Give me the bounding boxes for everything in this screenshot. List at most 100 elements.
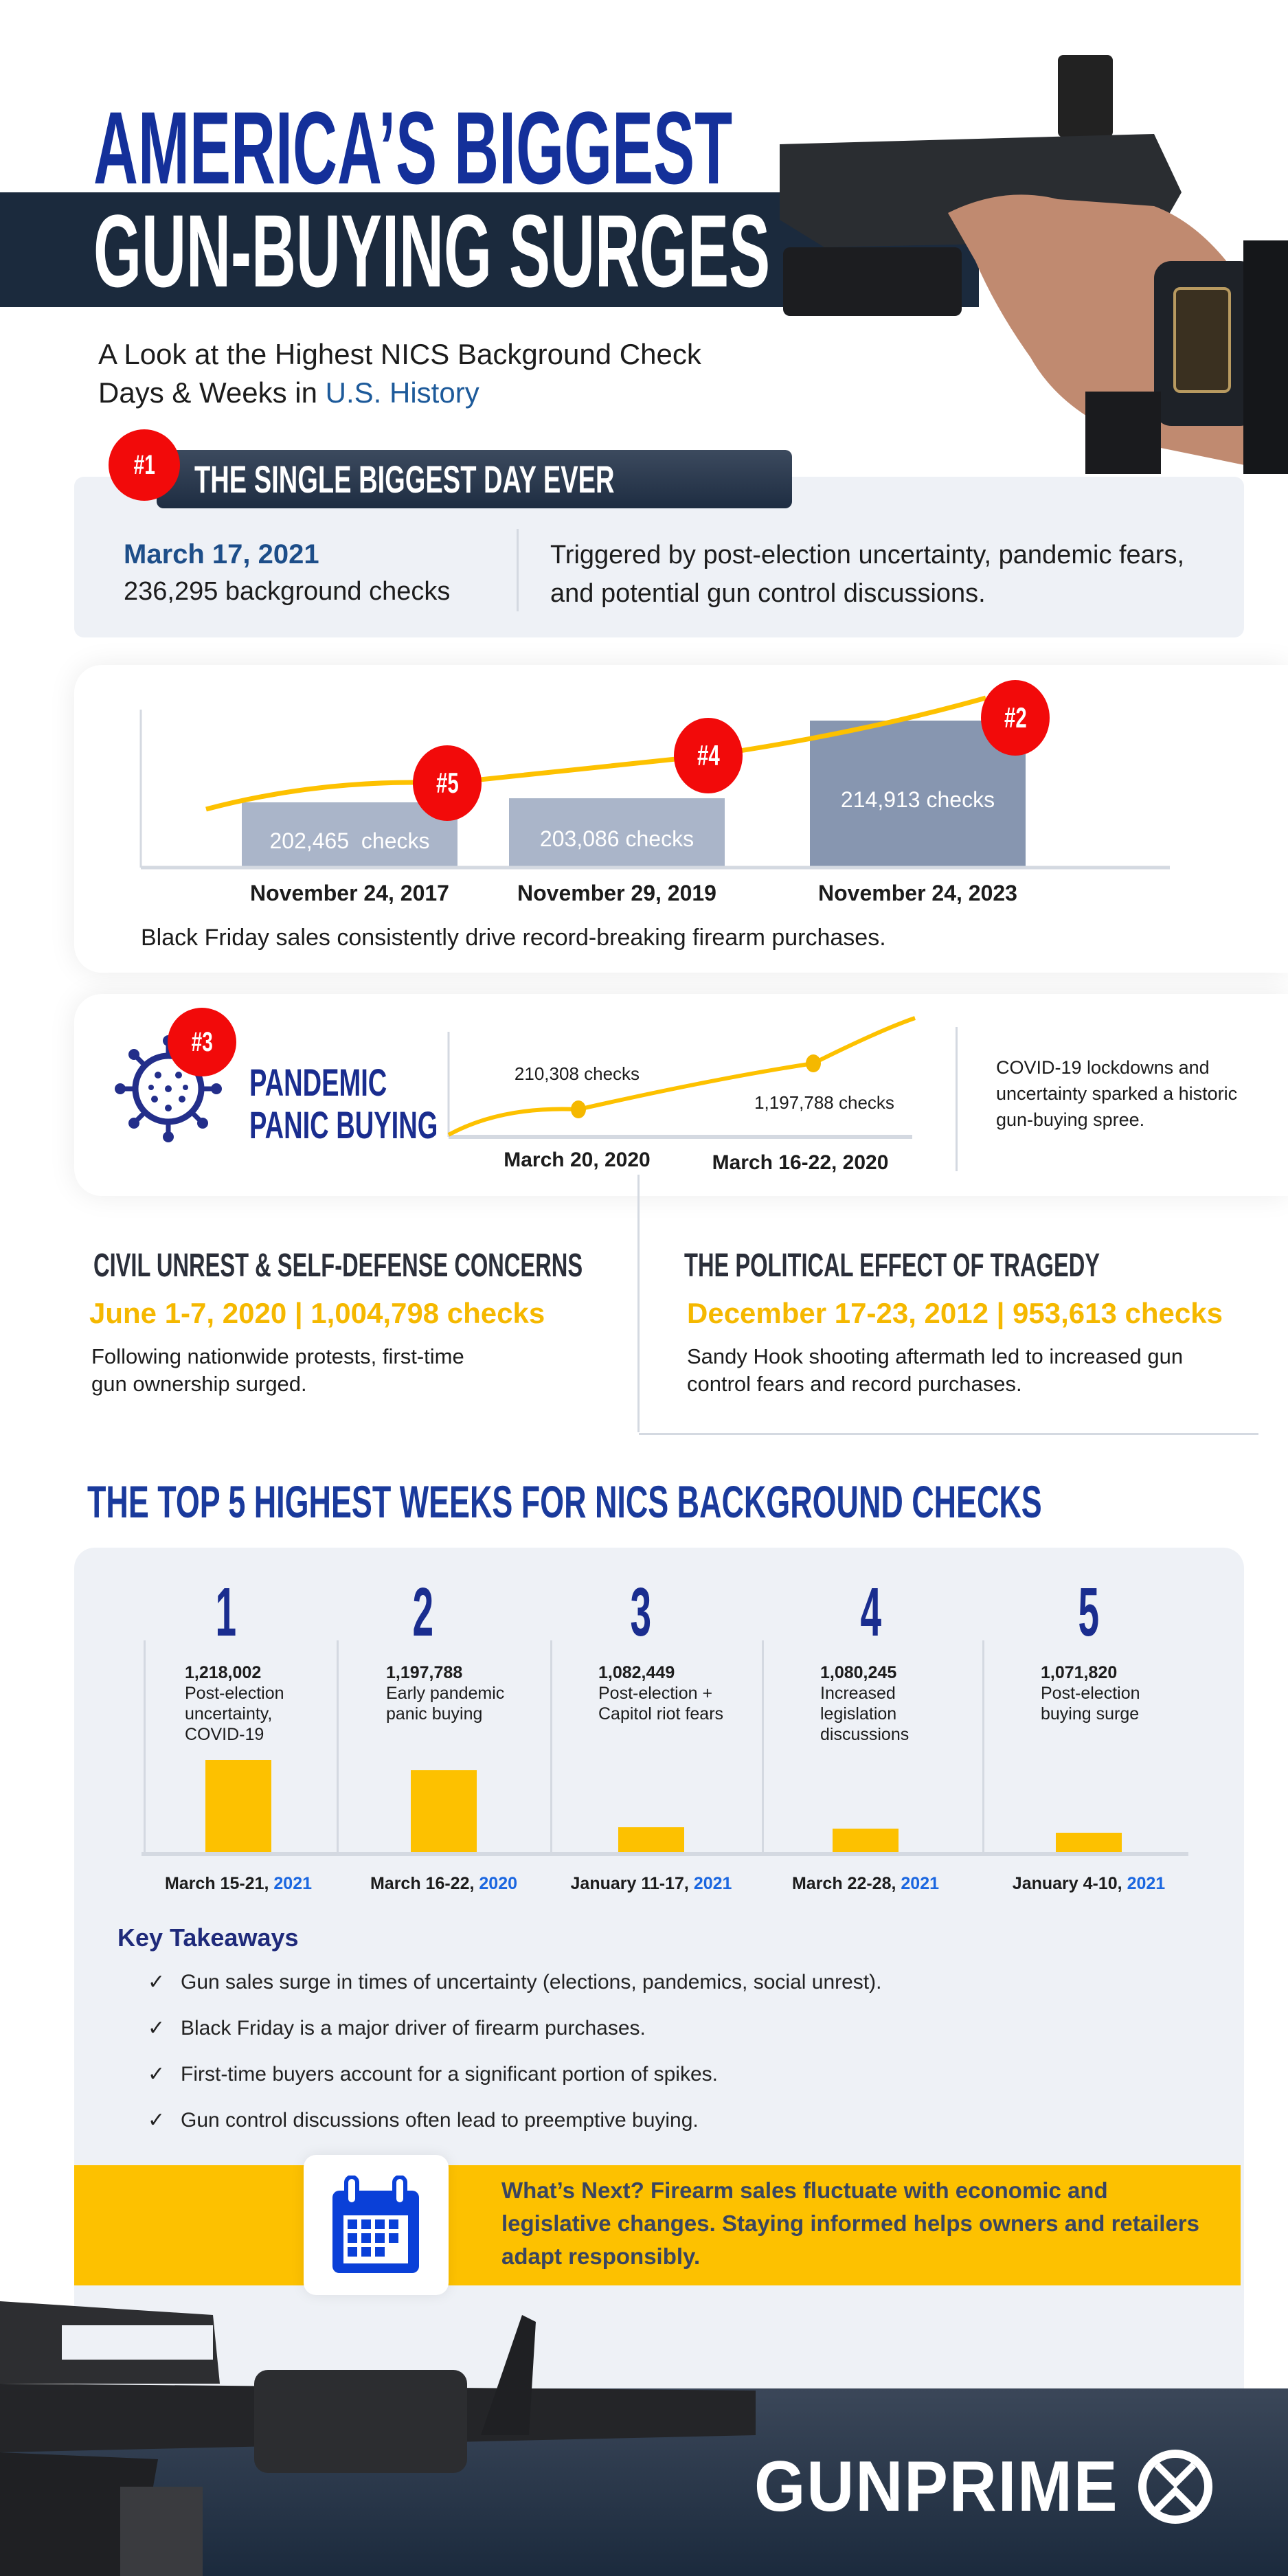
civil-unrest-text: Following nationwide protests, first-tim…	[91, 1344, 464, 1396]
week-info: 1,082,449 Post-election + Capitol riot fe…	[598, 1662, 749, 1724]
pandemic-title-1: PANDEMIC	[249, 1061, 387, 1104]
bf-bar	[810, 721, 1026, 868]
week-reason: Post-election + Capitol riot fears	[598, 1684, 724, 1724]
column-divider	[337, 1640, 339, 1853]
civil-unrest-heading: CIVIL UNREST & SELF-DEFENSE CONCERNS	[93, 1247, 583, 1284]
bf-bar	[509, 798, 725, 868]
week-value: 1,080,245	[820, 1663, 897, 1682]
week-rank: 4	[860, 1574, 882, 1651]
week-date: March 22-28, 2021	[791, 1874, 940, 1893]
biggest-day-checks: 236,295 background checks	[124, 577, 451, 606]
column-divider	[144, 1640, 146, 1853]
brand-name: GUNPRIME	[754, 2446, 1119, 2527]
check-icon: ✓	[148, 2017, 166, 2040]
bf-bar-label: 214,913 checks	[840, 787, 995, 812]
check-icon: ✓	[148, 2063, 166, 2086]
subtitle-prefix: Days & Weeks in	[98, 376, 326, 409]
pandemic-point-1-label: 210,308 checks	[514, 1063, 640, 1084]
pandemic-card	[74, 994, 1288, 1196]
rank-badge: #2	[981, 680, 1050, 756]
pandemic-chart	[447, 1016, 916, 1139]
bf-date-label: November 24, 2023	[818, 881, 1017, 905]
pandemic-title-2: PANIC BUYING	[249, 1103, 438, 1146]
tragedy-heading: THE POLITICAL EFFECT OF TRAGEDY	[684, 1247, 1100, 1284]
check-icon: ✓	[148, 1971, 166, 1993]
week-date: January 4-10, 2021	[1012, 1874, 1166, 1893]
pandemic-point-1	[571, 1100, 586, 1118]
week-reason: Early pandemic panic buying	[386, 1684, 505, 1724]
subtitle-line-1: A Look at the Highest NICS Background Ch…	[98, 338, 701, 370]
column-divider	[982, 1640, 984, 1853]
divider	[956, 1027, 958, 1171]
week-bar	[833, 1828, 899, 1853]
week-info: 1,197,788 Early pandemic panic buying	[386, 1662, 537, 1724]
pandemic-description: COVID-19 lockdowns and uncertainty spark…	[996, 1057, 1238, 1130]
week-value: 1,197,788	[386, 1663, 463, 1682]
week-date: March 15-21, 2021	[164, 1874, 313, 1893]
pandemic-point-2	[806, 1054, 821, 1072]
week-value: 1,082,449	[598, 1663, 675, 1682]
tragedy-text: Sandy Hook shooting aftermath led to inc…	[687, 1344, 1184, 1396]
gunprime-logo: GUNPRIME	[754, 2447, 1215, 2527]
section-divider	[639, 1433, 1258, 1435]
bf-bar	[242, 802, 457, 868]
top5-baseline	[142, 1852, 1188, 1856]
week-reason: Increased legislation discussions	[820, 1684, 909, 1744]
biggest-day-header: THE SINGLE BIGGEST DAY EVER	[157, 450, 792, 508]
column-divider	[637, 1175, 640, 1432]
subtitle-line-2: Days & Weeks in U.S. History	[98, 374, 701, 412]
week-bar	[618, 1827, 684, 1853]
pandemic-title: PANDEMIC PANIC BUYING	[249, 1061, 526, 1146]
bf-bar-label: 203,086 checks	[539, 826, 694, 851]
week-reason: Post-election uncertainty, COVID-19	[185, 1684, 284, 1744]
whats-next-banner	[74, 2165, 1241, 2285]
biggest-day-date: March 17, 2021	[124, 539, 319, 569]
pandemic-date-1: March 20, 2020	[504, 1149, 651, 1171]
subtitle: A Look at the Highest NICS Background Ch…	[98, 335, 701, 412]
rifle-image	[0, 2301, 756, 2576]
subtitle-highlight: U.S. History	[325, 376, 479, 409]
divider	[517, 529, 519, 611]
title-line-1: AMERICA’S BIGGEST	[93, 96, 1158, 199]
rank-badge: #4	[674, 718, 743, 793]
virus-icon	[115, 1035, 222, 1142]
week-date: March 16-22, 2020	[370, 1874, 518, 1893]
pistol-hand-image	[780, 55, 1288, 474]
week-info: 1,071,820 Post-election buying surge	[1041, 1662, 1192, 1724]
week-bar	[1056, 1833, 1122, 1853]
takeaway-item: ✓ Gun control discussions often lead to p…	[148, 2109, 699, 2132]
calendar-card	[304, 2155, 449, 2295]
week-rank: 3	[630, 1574, 652, 1651]
black-friday-caption: Black Friday sales consistently drive re…	[141, 925, 886, 951]
week-reason: Post-election buying surge	[1041, 1684, 1140, 1724]
bf-bar-label: 202,465 checks	[269, 828, 430, 853]
rank-badge-1: #1	[109, 429, 180, 501]
top5-heading: THE TOP 5 HIGHEST WEEKS FOR NICS BACKGRO…	[87, 1476, 1042, 1527]
takeaway-item: ✓ Gun sales surge in times of uncertainty…	[148, 1971, 882, 1993]
week-info: 1,080,245 Increased legislation discussio…	[820, 1662, 971, 1745]
title-line-2: GUN-BUYING SURGES	[93, 199, 1221, 302]
week-value: 1,071,820	[1041, 1663, 1118, 1682]
whats-next-text: What’s Next? Firearm sales fluctuate wit…	[501, 2178, 1199, 2269]
civil-unrest-highlight: June 1-7, 2020 | 1,004,798 checks	[89, 1297, 545, 1329]
biggest-day-description: Triggered by post-election uncertainty, …	[550, 541, 1185, 608]
rank-badge-3: #3	[168, 1008, 236, 1076]
tragedy-highlight: December 17-23, 2012 | 953,613 checks	[687, 1297, 1223, 1329]
title-text-1: AMERICA’S BIGGEST	[93, 90, 733, 205]
biggest-day-heading: THE SINGLE BIGGEST DAY EVER	[194, 457, 615, 501]
calendar-icon	[332, 2176, 419, 2273]
title-text-2: GUN-BUYING SURGES	[93, 193, 771, 308]
week-value: 1,218,002	[185, 1663, 262, 1682]
week-rank: 2	[412, 1574, 434, 1651]
crosshair-logo-icon	[1138, 2449, 1213, 2524]
bf-date-label: November 29, 2019	[517, 881, 716, 905]
bf-date-label: November 24, 2017	[250, 881, 449, 905]
week-rank: 5	[1078, 1574, 1100, 1651]
takeaway-item: ✓ First-time buyers account for a signifi…	[148, 2063, 718, 2086]
takeaways-heading: Key Takeaways	[117, 1923, 299, 1952]
check-icon: ✓	[148, 2109, 166, 2132]
week-rank: 1	[215, 1574, 237, 1651]
week-date: January 11-17, 2021	[570, 1874, 732, 1893]
week-info: 1,218,002 Post-election uncertainty, COVI…	[185, 1662, 336, 1745]
week-bar	[411, 1770, 477, 1853]
